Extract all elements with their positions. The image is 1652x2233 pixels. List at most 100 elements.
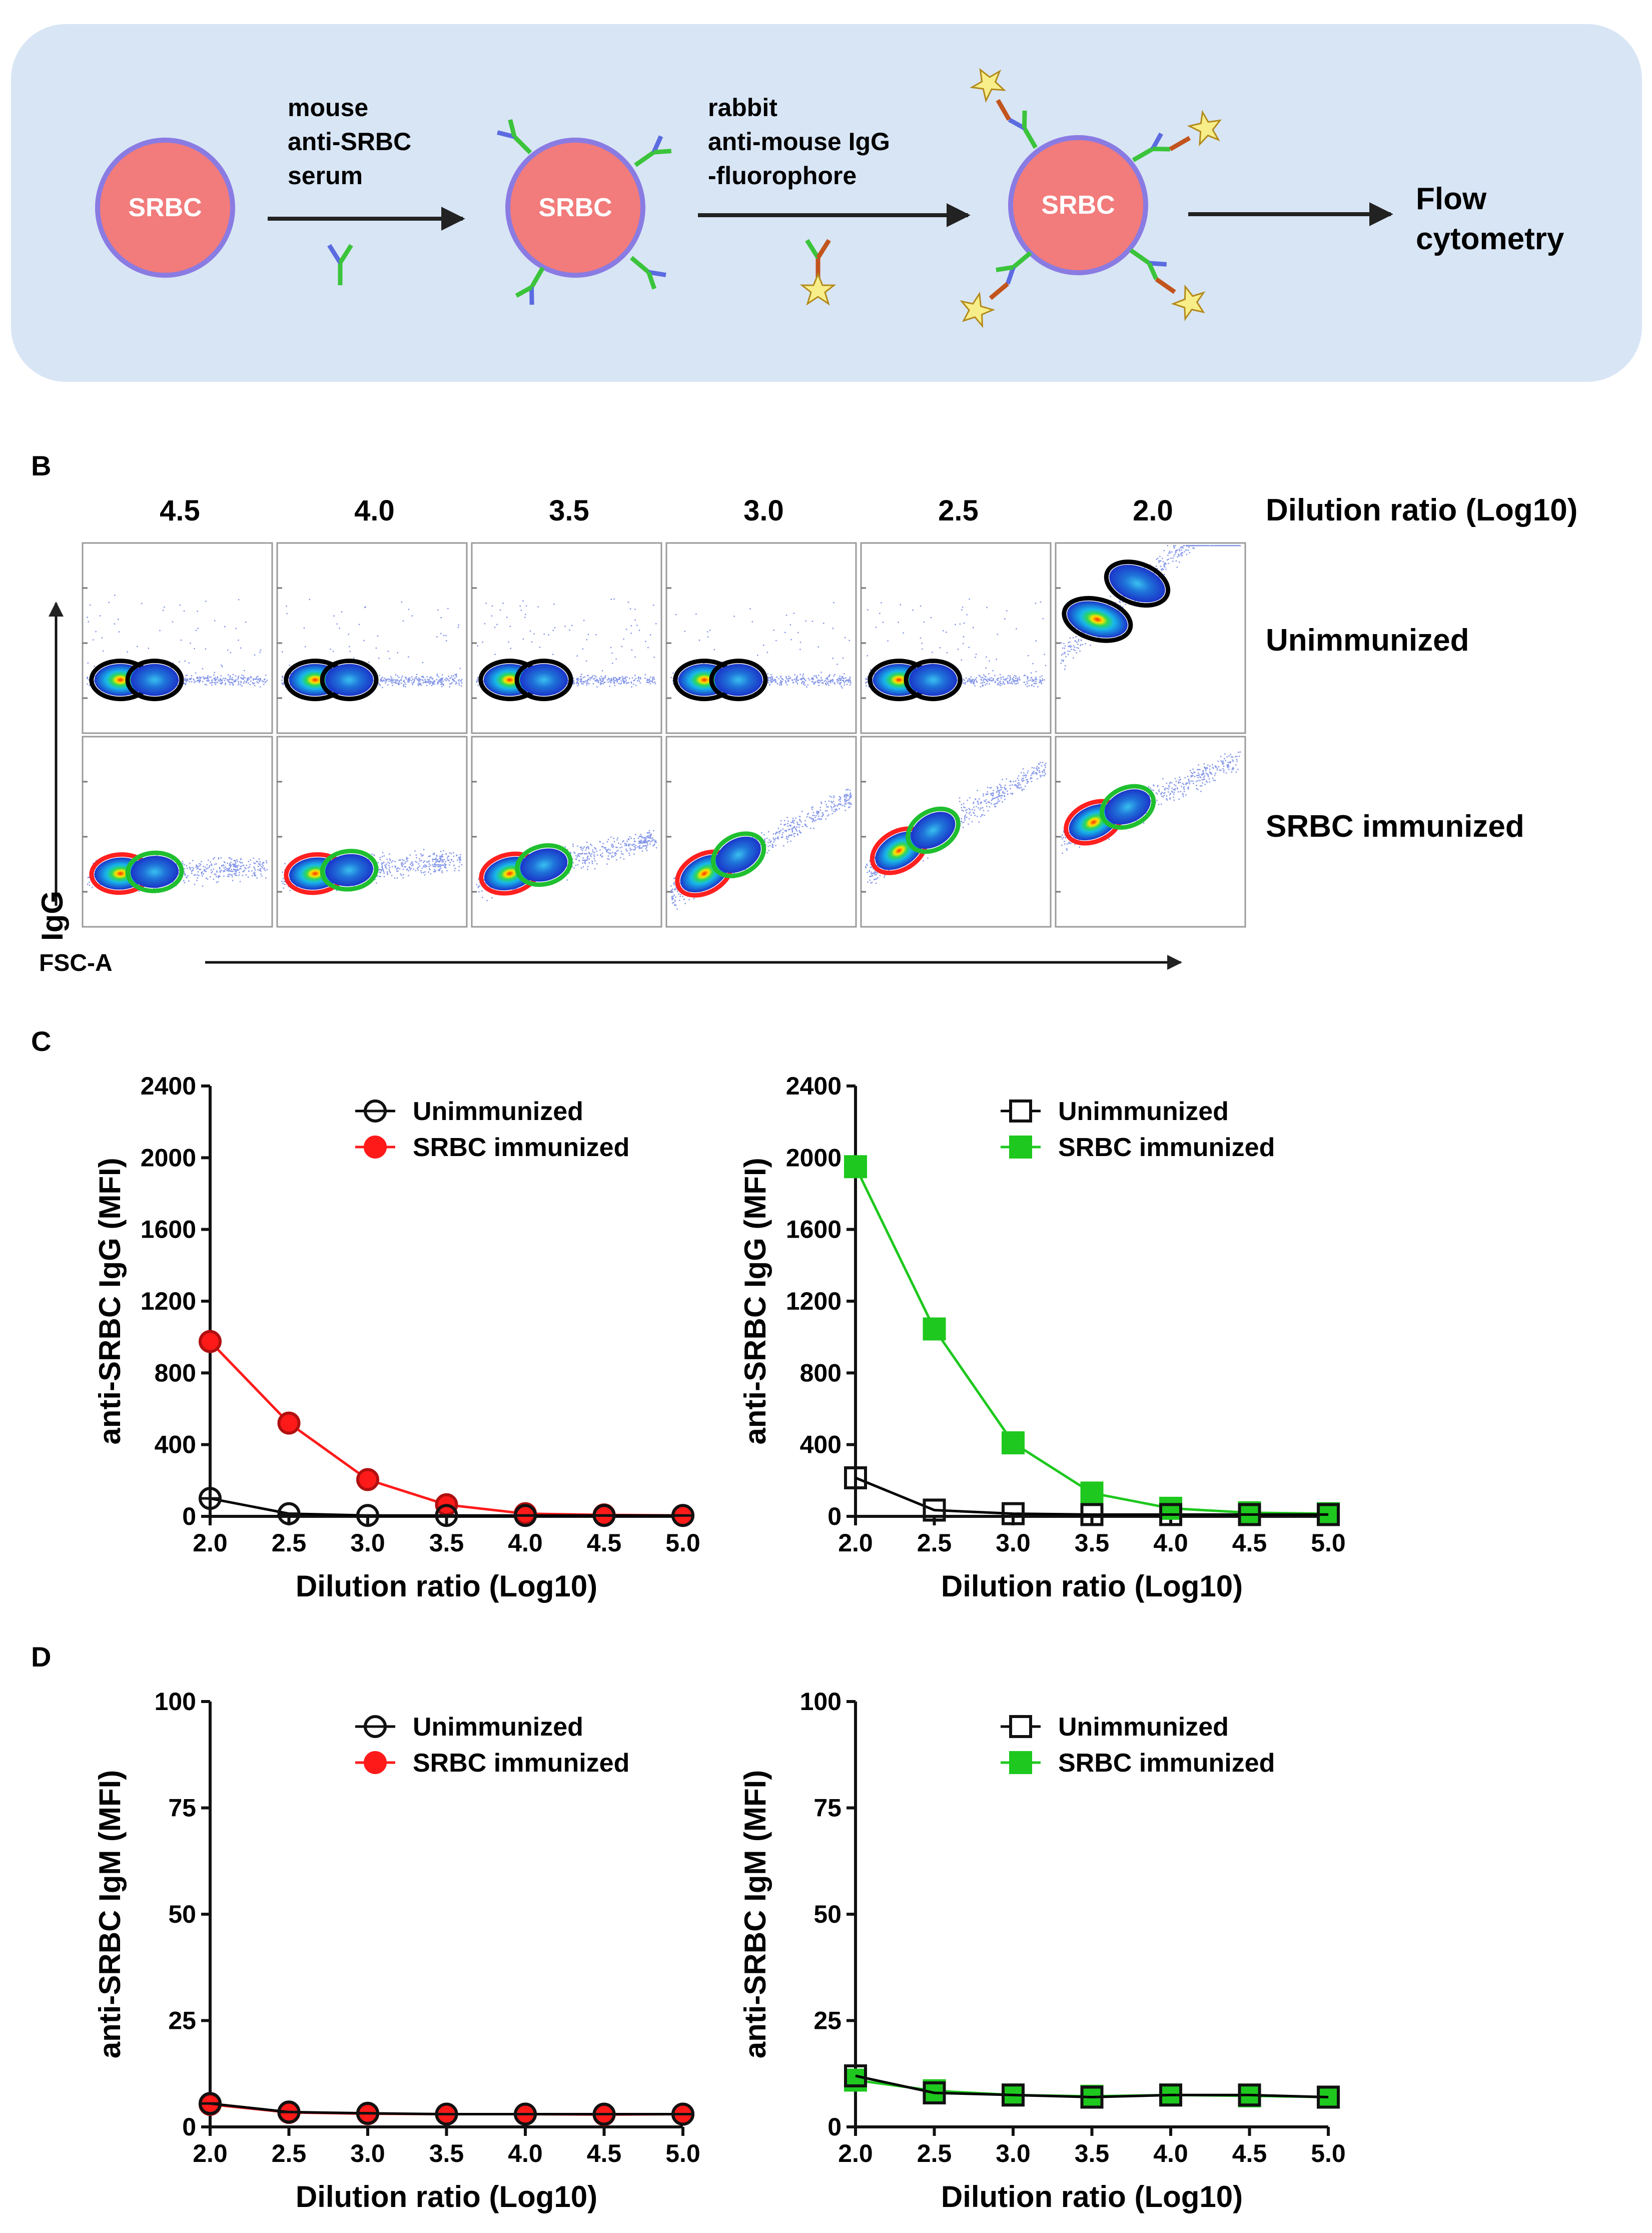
density-population-1: [909, 664, 958, 696]
gate-1: [125, 850, 184, 893]
data-point-1-2: [356, 1468, 379, 1491]
data-point-0-2: [1002, 1502, 1025, 1525]
flow-x-axis-label: FSC-A: [39, 950, 113, 976]
data-point-1-1: [923, 1317, 946, 1341]
x-tick-label: 4.5: [587, 2139, 622, 2167]
data-point-0-2: [1002, 2083, 1025, 2107]
x-tick-label: 2.0: [838, 2139, 873, 2167]
panel-label-d: D: [31, 1641, 51, 1672]
y-tick-label: 800: [800, 1359, 842, 1387]
data-point-1-3: [1080, 1481, 1104, 1505]
y-tick-label: 2400: [786, 1072, 842, 1100]
mouse-antibody-icon: [327, 244, 353, 285]
legend-item-1: SRBC immunized: [1001, 1749, 1275, 1778]
fluorophore-star-icon: [799, 272, 837, 306]
chart-C-right: 0 400 800 1200 1600 2000 2400 2.0 2.5 3.0 3.5 4.0 4.…: [738, 1072, 1346, 1603]
legend-item-0: Unimmunized: [1001, 1713, 1229, 1742]
chart-D-right: 0 25 50 75 100 2.0 2.5 3.0 3.5 4.0 4.5 5.0 Dilution …: [738, 1688, 1346, 2213]
flow-plot-1-5: [1055, 736, 1246, 928]
gate-1: [709, 659, 768, 702]
x-axis-label: Dilution ratio (Log10): [296, 1569, 597, 1603]
data-point-0-4: [1159, 2083, 1182, 2107]
data-point-0-0: [844, 1466, 867, 1489]
flow-plot-1-4: [860, 736, 1052, 928]
gate-1: [904, 659, 963, 702]
gate-1: [710, 831, 766, 878]
flow-row-label-immunized: SRBC immunized: [1266, 809, 1524, 844]
density-population-1: [520, 664, 568, 696]
x-axis-label: Dilution ratio (Log10): [941, 2180, 1243, 2213]
density-population-0: [483, 664, 536, 696]
data-point-0-3: [1080, 2085, 1104, 2109]
panel-a-background: [11, 24, 1642, 382]
y-tick-label: 2000: [141, 1144, 196, 1172]
y-tick-label: 400: [800, 1431, 842, 1459]
flow-plot-0-3: [665, 542, 857, 734]
x-tick-label: 3.0: [350, 2139, 385, 2167]
x-tick-label: 3.0: [996, 2139, 1031, 2167]
step1-text: mouse anti-SRBC serum: [288, 94, 411, 190]
step3-line2: cytometry: [1416, 222, 1564, 256]
y-tick-label: 1600: [141, 1216, 196, 1244]
gate-1: [515, 843, 573, 887]
legend-item-0: Unimmunized: [1001, 1097, 1229, 1126]
y-axis-label: anti-SRBC IgG (MFI): [738, 1158, 772, 1444]
dilution-header-5: 2.0: [1133, 494, 1173, 527]
data-point-0-5: [1238, 1503, 1261, 1526]
series-line-0: [855, 2074, 1329, 2099]
legend-label-1: SRBC immunized: [1058, 1749, 1275, 1778]
srbc-cell-2: SRBC: [497, 119, 672, 305]
legend-item-1: SRBC immunized: [1001, 1133, 1275, 1162]
y-axis-label: anti-SRBC IgM (MFI): [738, 1770, 772, 2059]
y-tick-label: 400: [155, 1431, 196, 1459]
flow-plot-1-2: [471, 736, 662, 928]
x-tick-label: 3.0: [996, 1529, 1031, 1557]
density-population-0: [94, 664, 147, 696]
step2-line1: rabbit: [708, 94, 777, 122]
x-axis-label: Dilution ratio (Log10): [941, 1569, 1243, 1603]
gate-1: [906, 806, 961, 854]
density-population-1: [911, 812, 956, 849]
density-population-1: [131, 664, 179, 696]
gate-1: [1099, 784, 1156, 830]
data-point-0-6: [1317, 1503, 1340, 1526]
legend-label-0: Unimmunized: [413, 1097, 583, 1126]
x-tick-label: 2.5: [272, 2139, 307, 2167]
flow-plot-0-0: [82, 542, 273, 734]
y-tick-label: 800: [155, 1359, 196, 1387]
y-tick-label: 25: [168, 2007, 196, 2035]
srbc-cell-1: SRBC: [95, 138, 235, 278]
x-tick-label: 4.5: [587, 1529, 622, 1557]
x-tick-label: 2.5: [272, 1529, 307, 1557]
dilution-header-label: Dilution ratio (Log10): [1266, 493, 1577, 527]
x-tick-label: 5.0: [1311, 1529, 1346, 1557]
density-population-0: [680, 854, 728, 893]
step2-line2: anti-mouse IgG: [708, 128, 890, 156]
dilution-header-0: 4.5: [160, 494, 200, 527]
data-point-0-3: [1080, 1503, 1104, 1526]
y-tick-label: 50: [813, 1900, 842, 1928]
data-point-0-4: [1159, 1503, 1182, 1526]
srbc-cell-label: SRBC: [128, 193, 202, 222]
line-charts: 0 400 800 1200 1600 2000 2400 2.0 2.5 3.0 3.5 4.0 4.…: [93, 1072, 1346, 2213]
density-population-1: [714, 664, 763, 696]
x-axis-label: Dilution ratio (Log10): [296, 2180, 597, 2213]
flow-plot-grid: [82, 542, 1246, 928]
gate-1: [1104, 560, 1171, 608]
x-tick-label: 3.5: [429, 1529, 464, 1557]
flow-plot-0-2: [471, 542, 662, 734]
panel-label-b: B: [31, 450, 51, 481]
flow-plot-1-3: [665, 736, 857, 928]
srbc-cell-3: SRBC: [960, 68, 1222, 328]
x-tick-label: 3.5: [429, 2139, 464, 2167]
flow-row-label-unimmunized: Unimmunized: [1266, 623, 1469, 658]
dilution-header-3: 3.0: [743, 494, 784, 527]
step1-line2: anti-SRBC: [288, 128, 411, 156]
data-point-1-2: [1002, 1431, 1025, 1455]
density-population-0: [1067, 601, 1128, 638]
y-tick-label: 0: [828, 1502, 842, 1530]
flow-plot-1-1: [276, 736, 468, 928]
density-population-1: [325, 854, 373, 886]
gate-1: [320, 659, 379, 702]
density-population-1: [716, 836, 761, 873]
